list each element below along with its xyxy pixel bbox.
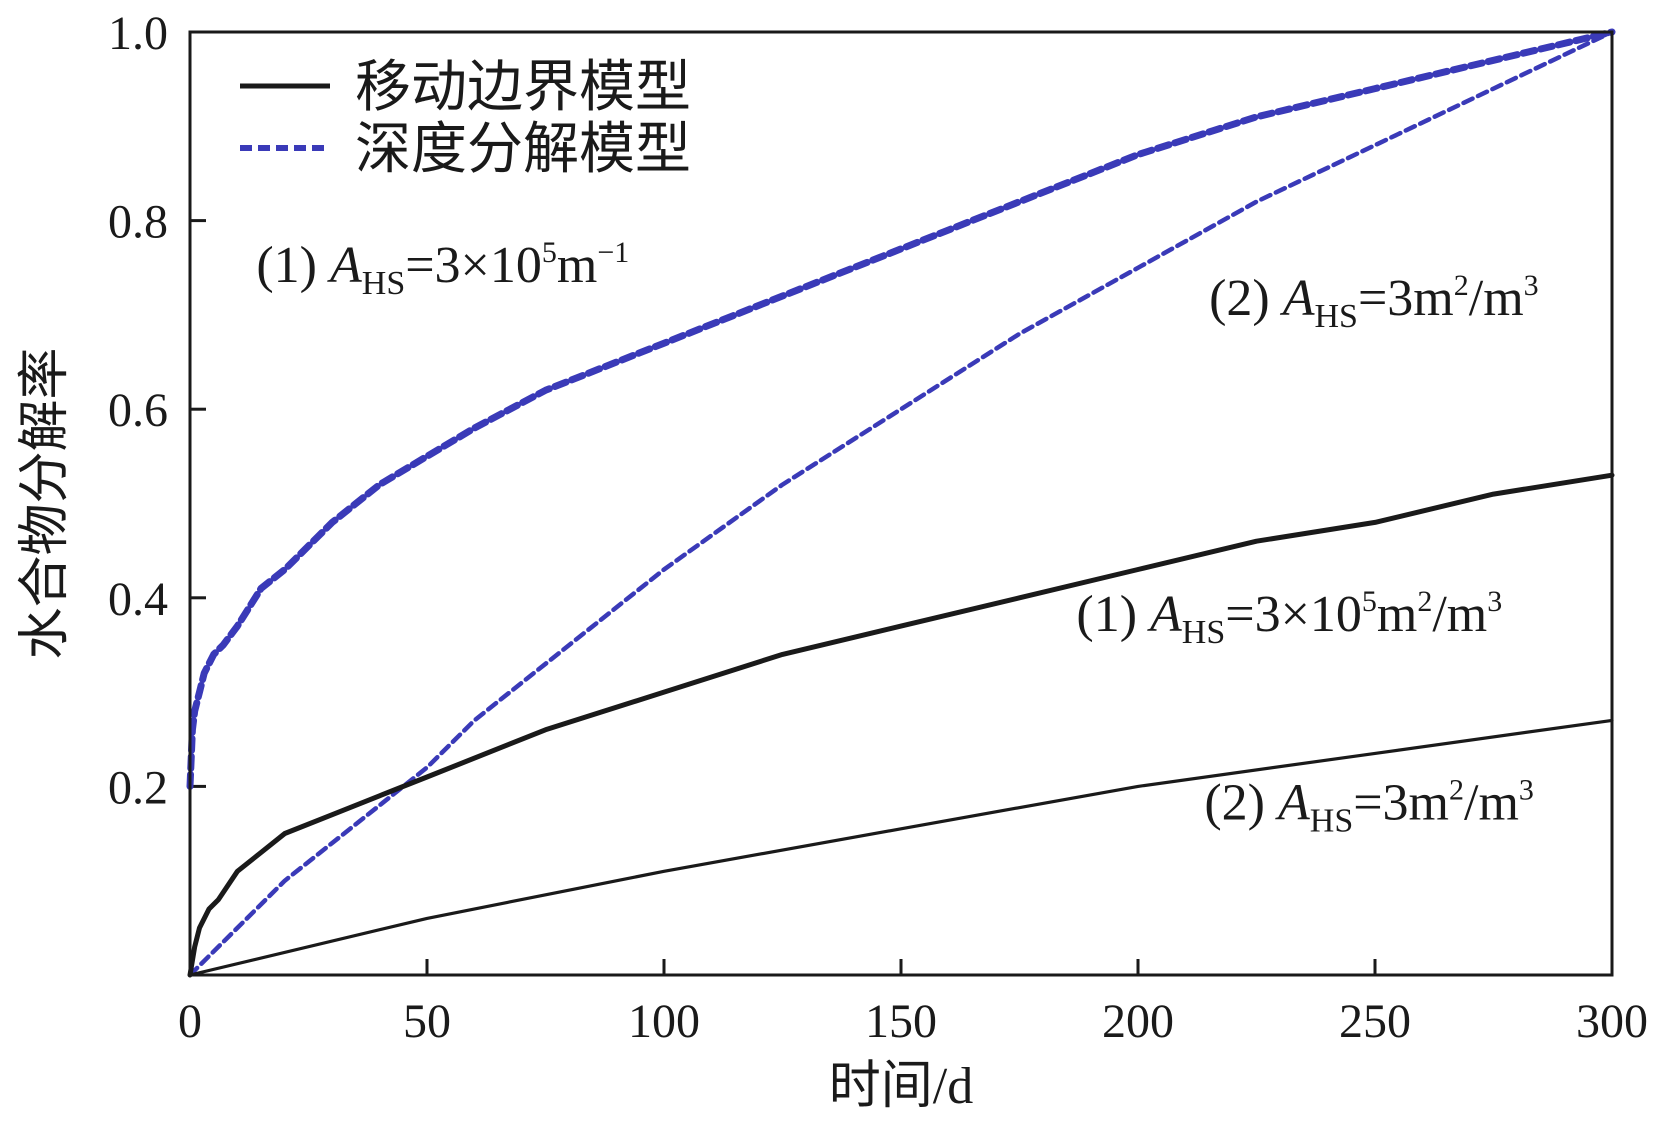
annotation-layer: (1) AHS=3×105m−1 (2) AHS=3m2/m3 (1) AHS=3×… (256, 236, 1538, 840)
ticks-layer: 0 50 100 150 200 250 300 0.2 0.4 0.6 0.8 1.0 (108, 7, 1648, 1048)
y-tick-label: 0.6 (108, 384, 168, 437)
x-tick-label: 150 (865, 995, 937, 1048)
series-annotation-3: (1) AHS=3×105m2/m3 (1076, 585, 1502, 651)
depth-model-series-2 (187, 29, 1615, 978)
series-annotation-2: (2) AHS=3m2/m3 (1209, 269, 1539, 335)
legend-label-2: 深度分解模型 (355, 119, 691, 181)
moving-boundary-model-series-2 (188, 718, 1614, 977)
y-tick-label: 0.2 (108, 761, 168, 814)
x-tick-label: 50 (403, 995, 451, 1048)
legend-label-1: 移动边界模型 (355, 57, 691, 119)
y-tick-label: 0.4 (108, 573, 168, 626)
series-annotation-4: (2) AHS=3m2/m3 (1204, 773, 1534, 839)
x-axis-title: 时间/d (829, 1058, 973, 1115)
x-tick-label: 250 (1339, 995, 1411, 1048)
x-tick-label: 200 (1102, 995, 1174, 1048)
series-annotation-1: (1) AHS=3×105m−1 (256, 236, 629, 302)
x-tick-label: 300 (1576, 995, 1648, 1048)
y-tick-label: 0.8 (108, 196, 168, 249)
plot-frame (188, 30, 1614, 977)
depth-model-series-1 (186, 28, 1616, 790)
x-tick-label: 100 (628, 995, 700, 1048)
moving-boundary-model-series-1 (187, 472, 1615, 978)
y-axis-title: 水合物分解率 (17, 347, 74, 659)
y-tick-label: 1.0 (108, 7, 168, 60)
x-tick-label: 0 (178, 995, 202, 1048)
series-layer (186, 28, 1616, 978)
